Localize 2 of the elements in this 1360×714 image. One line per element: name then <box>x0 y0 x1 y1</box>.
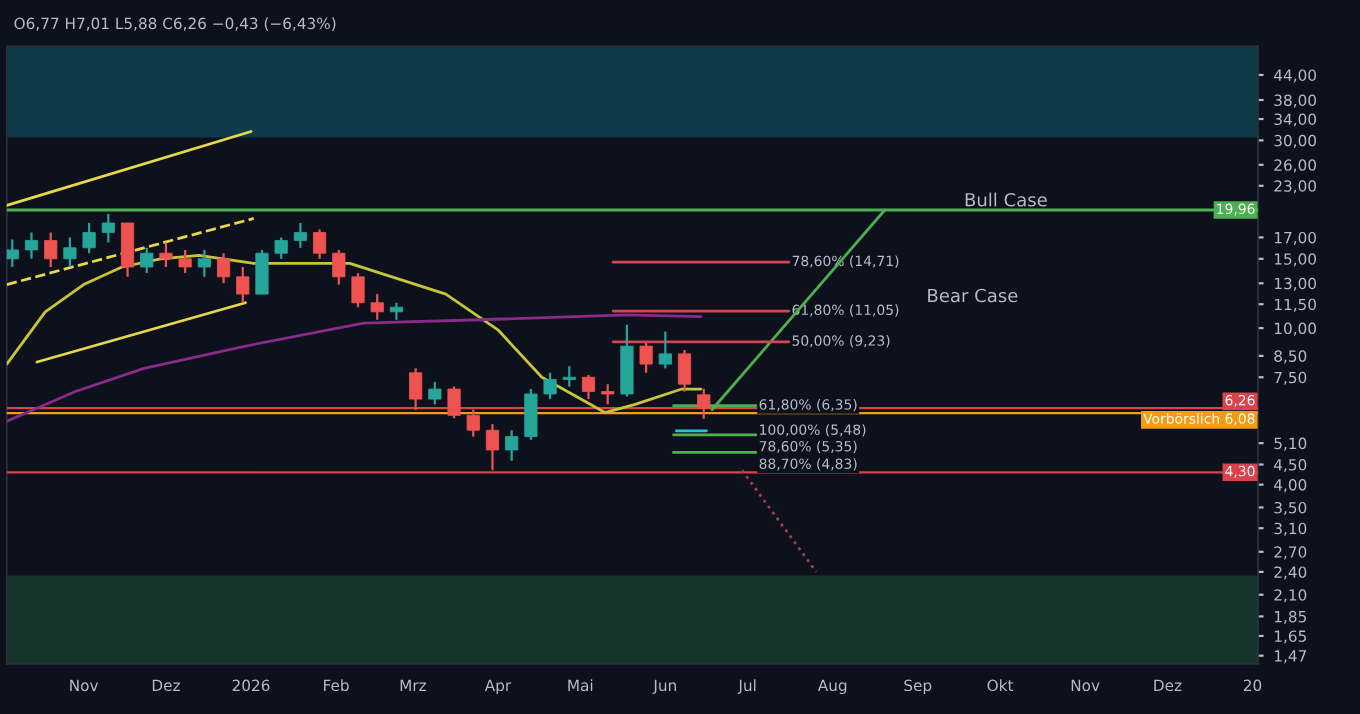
annotation: Bull Case <box>965 192 1047 207</box>
annotation: Bear Case <box>928 288 1018 303</box>
